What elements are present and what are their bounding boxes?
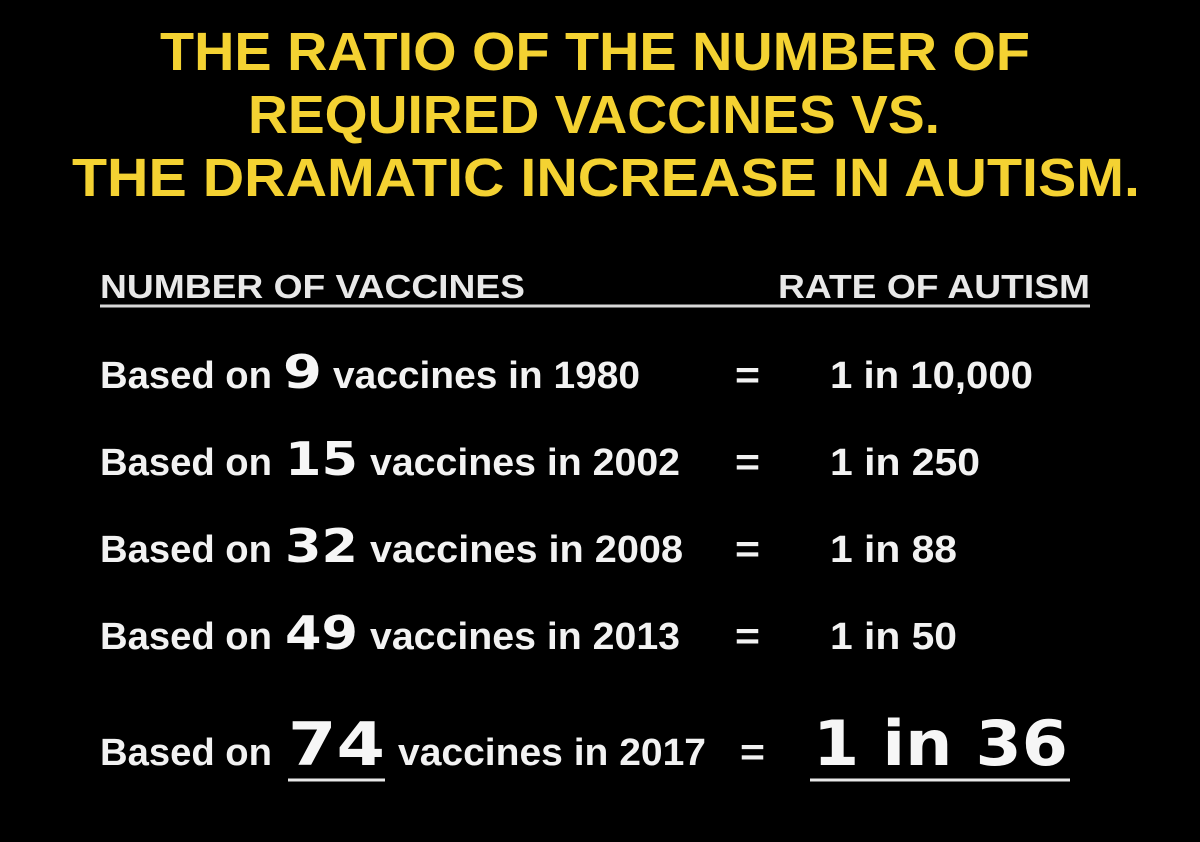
equals-sign: =: [735, 442, 760, 484]
row-prefix: Based on: [100, 529, 272, 571]
row-suffix: vaccines in 1980: [333, 355, 640, 397]
vaccine-count: 32: [285, 519, 358, 573]
vaccine-count: 15: [285, 432, 358, 486]
column-header: RATE OF AUTISM: [778, 268, 1090, 305]
title-line: THE RATIO OF THE NUMBER OF: [160, 22, 1030, 82]
row-prefix: Based on: [100, 355, 272, 397]
row-suffix: vaccines in 2013: [370, 616, 680, 658]
equals-sign: =: [735, 616, 760, 658]
vaccine-count: 9: [283, 345, 322, 399]
autism-rate: 1 in 50: [830, 616, 957, 658]
row-prefix: Based on: [100, 616, 272, 658]
title-line: THE DRAMATIC INCREASE IN AUTISM.: [72, 148, 1140, 208]
row-suffix: vaccines in 2008: [370, 529, 683, 571]
autism-rate: 1 in 88: [830, 529, 957, 571]
vaccine-count: 49: [285, 606, 358, 660]
row-prefix: Based on: [100, 732, 272, 774]
vaccine-count: 74: [288, 710, 385, 780]
title-line: REQUIRED VACCINES VS.: [248, 85, 940, 145]
equals-sign: =: [735, 529, 760, 571]
column-header: NUMBER OF VACCINES: [100, 268, 525, 305]
autism-rate: 1 in 36: [813, 707, 1068, 780]
row-suffix: vaccines in 2017: [398, 732, 706, 774]
autism-rate: 1 in 10,000: [830, 355, 1033, 397]
autism-rate: 1 in 250: [830, 442, 980, 484]
equals-sign: =: [735, 355, 760, 397]
row-suffix: vaccines in 2002: [370, 442, 680, 484]
row-prefix: Based on: [100, 442, 272, 484]
equals-sign: =: [740, 732, 765, 774]
